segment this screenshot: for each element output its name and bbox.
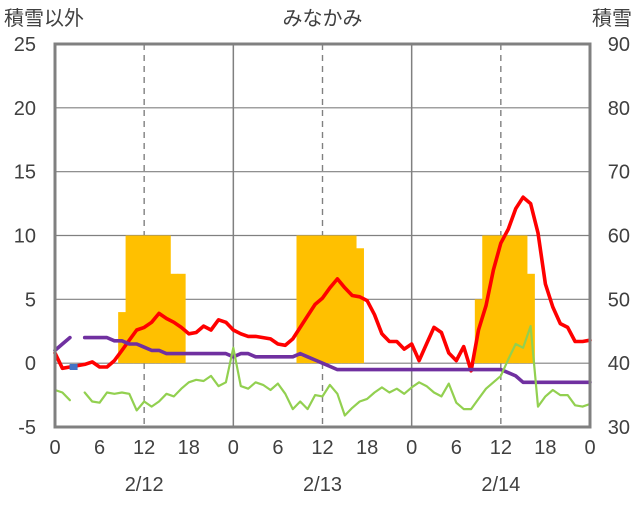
- precip-bar: [504, 235, 513, 364]
- y-left-tick-label: -5: [18, 417, 36, 439]
- x-tick-label: 18: [178, 437, 200, 459]
- x-tick-label: 6: [94, 437, 105, 459]
- precip-bar: [355, 248, 364, 364]
- precip-bar: [511, 235, 521, 364]
- y-right-tick-label: 50: [608, 289, 630, 311]
- date-label: 2/12: [125, 474, 164, 496]
- precip-bar: [177, 273, 186, 364]
- x-tick-label: 18: [534, 437, 556, 459]
- y-right-axis-label: 積雪: [592, 7, 632, 30]
- wind_or_other-line: [83, 325, 592, 417]
- chart-title: みなかみ: [283, 8, 363, 30]
- y-right-tick-label: 60: [608, 226, 630, 248]
- x-tick-label: 0: [49, 437, 60, 459]
- x-tick-label: 6: [272, 437, 283, 459]
- y-right-tick-label: 70: [608, 162, 630, 184]
- y-left-tick-label: 20: [14, 98, 36, 120]
- missing-data-marker: [69, 363, 78, 370]
- precip-bar: [526, 273, 535, 364]
- x-tick-label: 12: [133, 437, 155, 459]
- y-left-tick-label: 25: [14, 34, 36, 56]
- precip-bar: [296, 235, 305, 364]
- y-right-tick-label: 80: [608, 98, 630, 120]
- date-label: 2/13: [303, 474, 342, 496]
- x-tick-label: 12: [490, 437, 512, 459]
- precip-bar: [311, 235, 320, 364]
- y-left-tick-label: 0: [25, 353, 36, 375]
- x-tick-label: 0: [228, 437, 239, 459]
- precip-bar: [348, 235, 357, 364]
- precip-bar: [341, 235, 350, 364]
- y-right-tick-label: 30: [608, 417, 630, 439]
- precip-bar: [155, 235, 164, 364]
- precip-bar: [118, 312, 127, 364]
- precip-bar: [170, 273, 179, 364]
- precip-bar: [519, 235, 528, 364]
- precip-bar: [162, 235, 171, 364]
- y-left-tick-label: 10: [14, 226, 36, 248]
- x-tick-label: 0: [406, 437, 417, 459]
- x-tick-label: 18: [356, 437, 378, 459]
- y-right-tick-label: 40: [608, 353, 630, 375]
- date-label: 2/14: [481, 474, 520, 496]
- precip-bar: [140, 235, 149, 364]
- precip-bar: [125, 235, 134, 364]
- wind_or_other-line: [53, 388, 71, 402]
- precip-bar: [333, 235, 342, 364]
- snow_depth-line: [82, 335, 592, 385]
- x-tick-label: 6: [451, 437, 462, 459]
- plot-frame: [53, 42, 592, 429]
- y-left-axis-label: 積雪以外: [4, 7, 84, 30]
- y-left-tick-label: 5: [25, 289, 36, 311]
- x-tick-label: 0: [584, 437, 595, 459]
- precip-bar: [147, 235, 156, 364]
- y-right-tick-label: 90: [608, 34, 630, 56]
- precip-bar: [497, 235, 506, 364]
- temperature-line: [53, 195, 592, 373]
- precip-bar: [326, 235, 335, 364]
- precip-bar: [303, 235, 312, 364]
- x-tick-label: 12: [311, 437, 333, 459]
- precip-bar: [489, 235, 498, 364]
- snow_depth-line: [53, 335, 72, 353]
- precip-bar: [133, 235, 142, 364]
- y-left-tick-label: 15: [14, 162, 36, 184]
